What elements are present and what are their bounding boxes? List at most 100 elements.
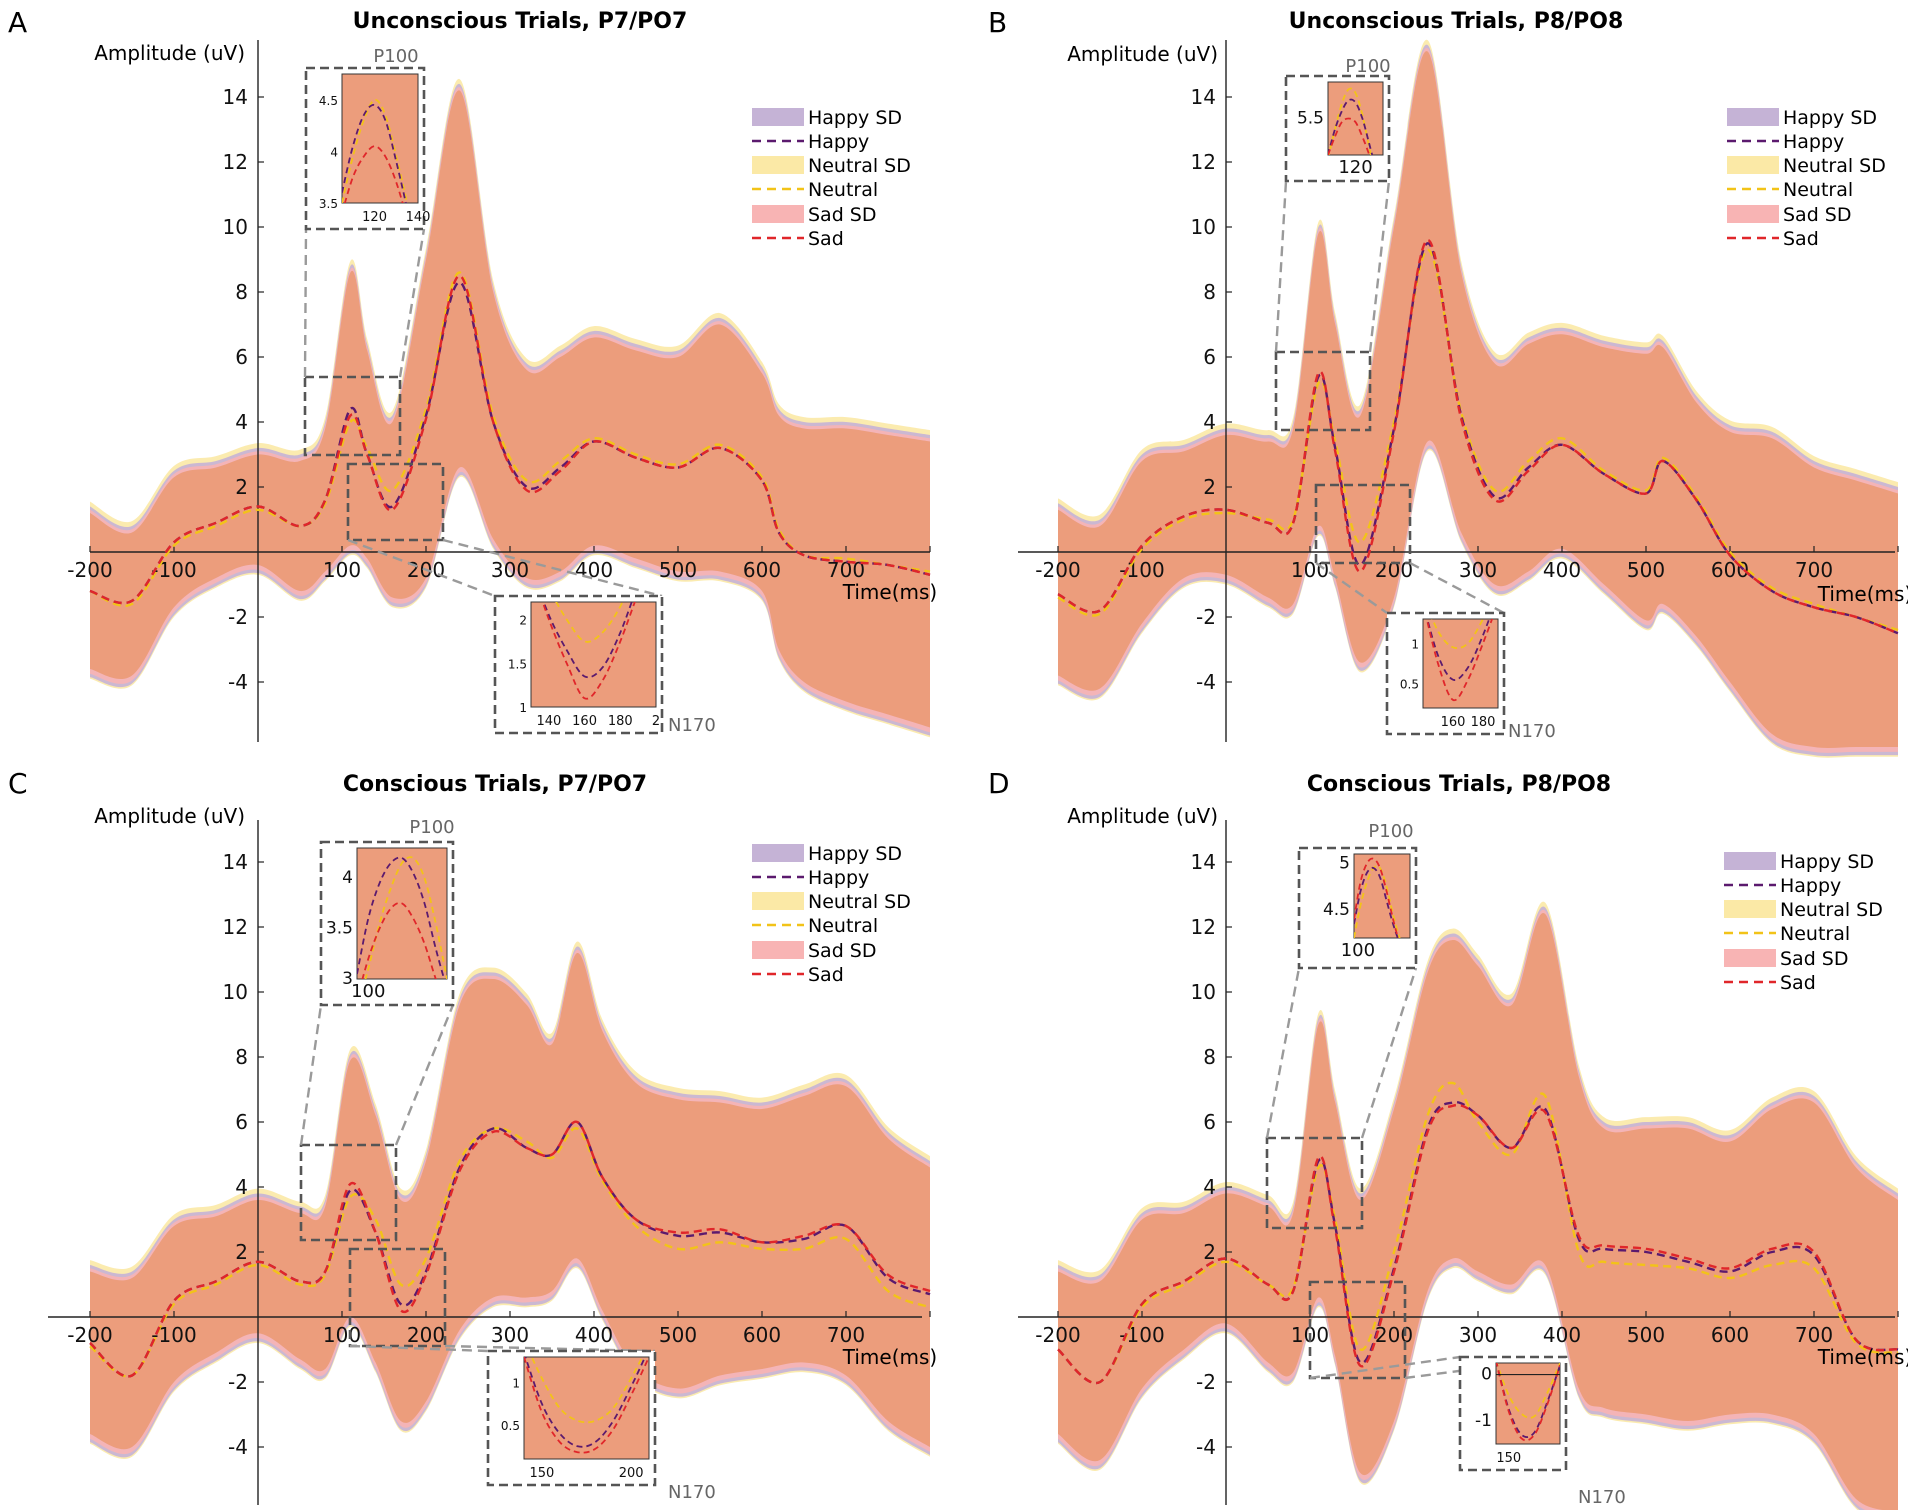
y-tick-label: 4: [1203, 1175, 1216, 1199]
inset-plot-area: [523, 1356, 650, 1460]
x-tick-label: 200: [1375, 558, 1413, 582]
y-tick-label: 8: [1203, 1045, 1216, 1069]
zoom-source-box: [1274, 350, 1372, 432]
overlap-sd-band: [1058, 913, 1898, 1510]
inset-y-tick-label: 4: [330, 145, 338, 159]
x-tick-label: 300: [1459, 1323, 1497, 1347]
legend-label: Neutral: [1780, 923, 1850, 945]
panel-letter: C: [8, 767, 28, 800]
inset-p100: 120 5.5 P100: [1274, 56, 1391, 432]
zoom-source-box: [1314, 483, 1412, 565]
y-tick-label: 10: [1191, 215, 1216, 239]
chart-legend: Happy SD Happy Neutral SD Neutral Sad SD…: [752, 843, 911, 986]
legend-label: Sad: [1783, 228, 1819, 250]
happy-inset-line: [542, 602, 633, 679]
inset-n170: 150 0 -1 N170: [1308, 1280, 1626, 1508]
inset-y-tick-label: 1: [512, 1377, 520, 1391]
inset-y-tick-label: 4: [342, 868, 353, 888]
inset-x-tick-label: 150: [529, 1466, 554, 1481]
x-tick-label: -200: [67, 558, 112, 582]
legend-label: Sad: [1780, 972, 1816, 994]
x-tick-label: 400: [575, 558, 613, 582]
inset-y-tick-label: 4.5: [319, 94, 338, 108]
inset-y-tick-label: 3: [342, 969, 353, 989]
chart-title: Unconscious Trials, P7/PO7: [353, 9, 688, 34]
x-tick-label: 600: [1711, 1323, 1749, 1347]
legend-swatch-neutral-sd: [1727, 156, 1779, 174]
x-tick-label: 400: [575, 1323, 613, 1347]
legend-swatch-sad-sd: [752, 941, 804, 959]
inset-x-tick-label: 160: [1441, 715, 1466, 730]
zoom-connector: [1309, 1355, 1461, 1380]
legend-swatch-neutral-sd: [752, 156, 804, 174]
zoom-connector: [299, 1004, 323, 1146]
inset-p100: 120 140 3.5 4 4.5 P100: [303, 46, 430, 457]
y-tick-label: -4: [1196, 1435, 1216, 1459]
inset-label-p100: P100: [373, 46, 418, 67]
inset-x-tick-label: 120: [1338, 157, 1372, 178]
inset-y-tick-label: 0: [1481, 1365, 1492, 1385]
y-tick-label: 10: [223, 980, 248, 1004]
y-tick-label: 6: [1203, 1110, 1216, 1134]
panel-c: -200 -100 100 200 300 400 500 600 700-4-22468101…: [8, 767, 937, 1505]
inset-x-tick-label: 2: [652, 714, 660, 729]
chart-title: Conscious Trials, P8/PO8: [1307, 772, 1611, 797]
sad-mean-line: [1057, 1103, 1899, 1385]
neutral-mean-line: [89, 1126, 931, 1378]
x-tick-label: 100: [323, 1323, 361, 1347]
y-tick-label: 8: [235, 280, 248, 304]
x-tick-label: 200: [1375, 1323, 1413, 1347]
y-tick-label: 10: [223, 215, 248, 239]
y-tick-label: 6: [235, 345, 248, 369]
inset-x-tick-label: 160: [572, 714, 597, 729]
x-tick-label: 600: [743, 1323, 781, 1347]
y-axis-label: Amplitude (uV): [1067, 42, 1218, 66]
legend-label: Sad SD: [808, 204, 877, 226]
x-tick-label: 200: [407, 1323, 445, 1347]
x-tick-label: 600: [743, 558, 781, 582]
inset-y-tick-label: 3.5: [326, 919, 353, 939]
y-axis-label: Amplitude (uV): [94, 41, 245, 65]
inset-x-tick-label: 150: [1496, 1451, 1521, 1466]
happy-inset-line: [342, 104, 407, 203]
inset-label-n170: N170: [668, 1482, 716, 1503]
sad-inset-line: [524, 1357, 649, 1454]
overlap-sd-band: [90, 90, 930, 728]
inset-y-tick-label: 0.5: [1400, 678, 1419, 692]
zoom-connector: [394, 1004, 455, 1146]
x-tick-label: 700: [1795, 558, 1833, 582]
chart-title: Unconscious Trials, P8/PO8: [1289, 9, 1624, 34]
y-axis-label: Amplitude (uV): [1067, 804, 1218, 828]
zoom-source-box: [1265, 1136, 1364, 1230]
x-tick-label: 300: [1459, 558, 1497, 582]
neutral-mean-line: [1057, 1081, 1899, 1385]
inset-x-tick-label: 120: [362, 210, 387, 225]
legend-swatch-sad-sd: [1727, 205, 1779, 223]
inset-y-tick-label: 1: [519, 701, 527, 715]
x-tick-label: 500: [659, 558, 697, 582]
y-tick-label: 12: [1191, 150, 1216, 174]
x-axis-label: Time(ms): [842, 580, 937, 604]
panel-letter: D: [988, 767, 1010, 800]
y-tick-label: 12: [1191, 915, 1216, 939]
inset-x-tick-label: 200: [619, 1466, 644, 1481]
x-axis-label: Time(ms): [842, 1345, 937, 1369]
y-tick-label: 6: [235, 1110, 248, 1134]
y-tick-label: -2: [228, 1370, 248, 1394]
legend-label: Neutral: [1783, 179, 1853, 201]
happy-inset-line: [524, 1357, 647, 1448]
y-tick-label: -4: [228, 1435, 248, 1459]
x-tick-label: 400: [1543, 558, 1581, 582]
legend-label: Sad: [808, 964, 844, 986]
inset-plot-area: [341, 73, 419, 204]
inset-y-tick-label: 2: [519, 614, 527, 628]
happy-mean-line: [1057, 1100, 1899, 1385]
sad-inset-line: [343, 145, 404, 203]
legend-label: Sad SD: [808, 940, 877, 962]
inset-x-tick-label: 100: [1341, 940, 1375, 961]
x-axis-label: Time(ms): [1817, 582, 1908, 606]
